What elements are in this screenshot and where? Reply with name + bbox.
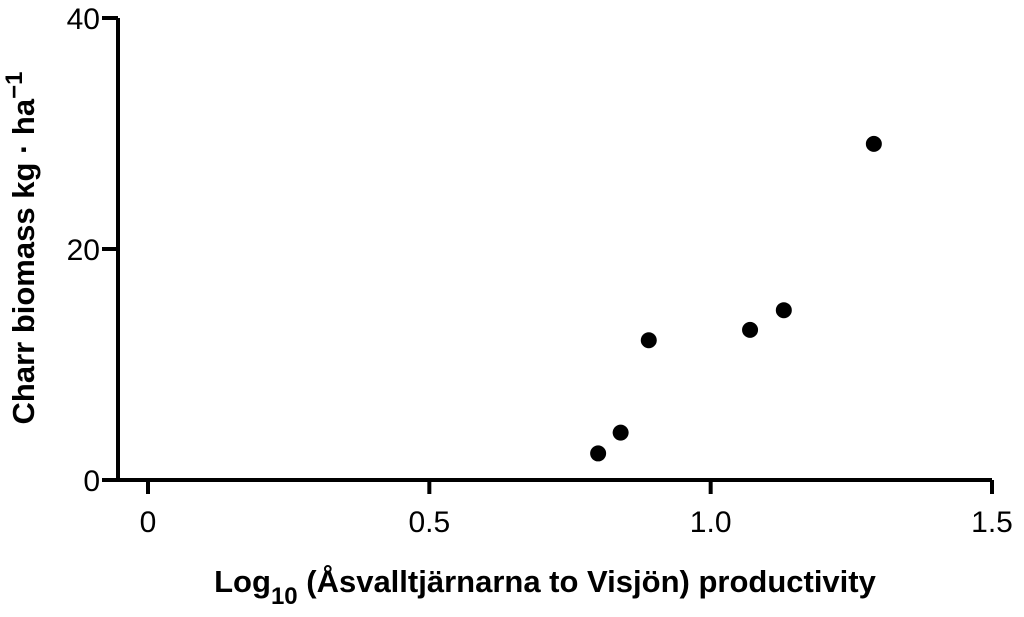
x-axis-label-prefix: Log [214, 564, 271, 599]
y-tick-label: 0 [83, 465, 100, 498]
y-axis-label-main: Charr biomass kg · ha [6, 98, 41, 424]
x-axis-label: Log10 (Åsvalltjärnarna to Visjön) produc… [214, 564, 876, 610]
data-point [742, 321, 759, 338]
x-axis-label-subscript: 10 [271, 583, 298, 610]
data-points [590, 135, 882, 462]
y-axis-label-superscript: −1 [1, 72, 28, 99]
x-tick-label: 0.5 [408, 506, 450, 539]
data-point [640, 332, 657, 349]
data-point [612, 424, 629, 441]
y-tick-label: 40 [67, 3, 100, 36]
data-point [865, 135, 882, 152]
x-tick-label: 0 [140, 506, 157, 539]
y-axis-label: Charr biomass kg · ha−1 [1, 72, 41, 425]
data-point [590, 445, 607, 462]
ticks: 0 0.5 1.0 1.5 0 20 40 [67, 3, 1013, 539]
y-tick-label: 20 [67, 234, 100, 267]
x-axis-label-rest: (Åsvalltjärnarna to Visjön) productivity [298, 564, 877, 599]
data-point [775, 302, 792, 319]
x-tick-label: 1.0 [690, 506, 732, 539]
x-tick-label: 1.5 [971, 506, 1013, 539]
